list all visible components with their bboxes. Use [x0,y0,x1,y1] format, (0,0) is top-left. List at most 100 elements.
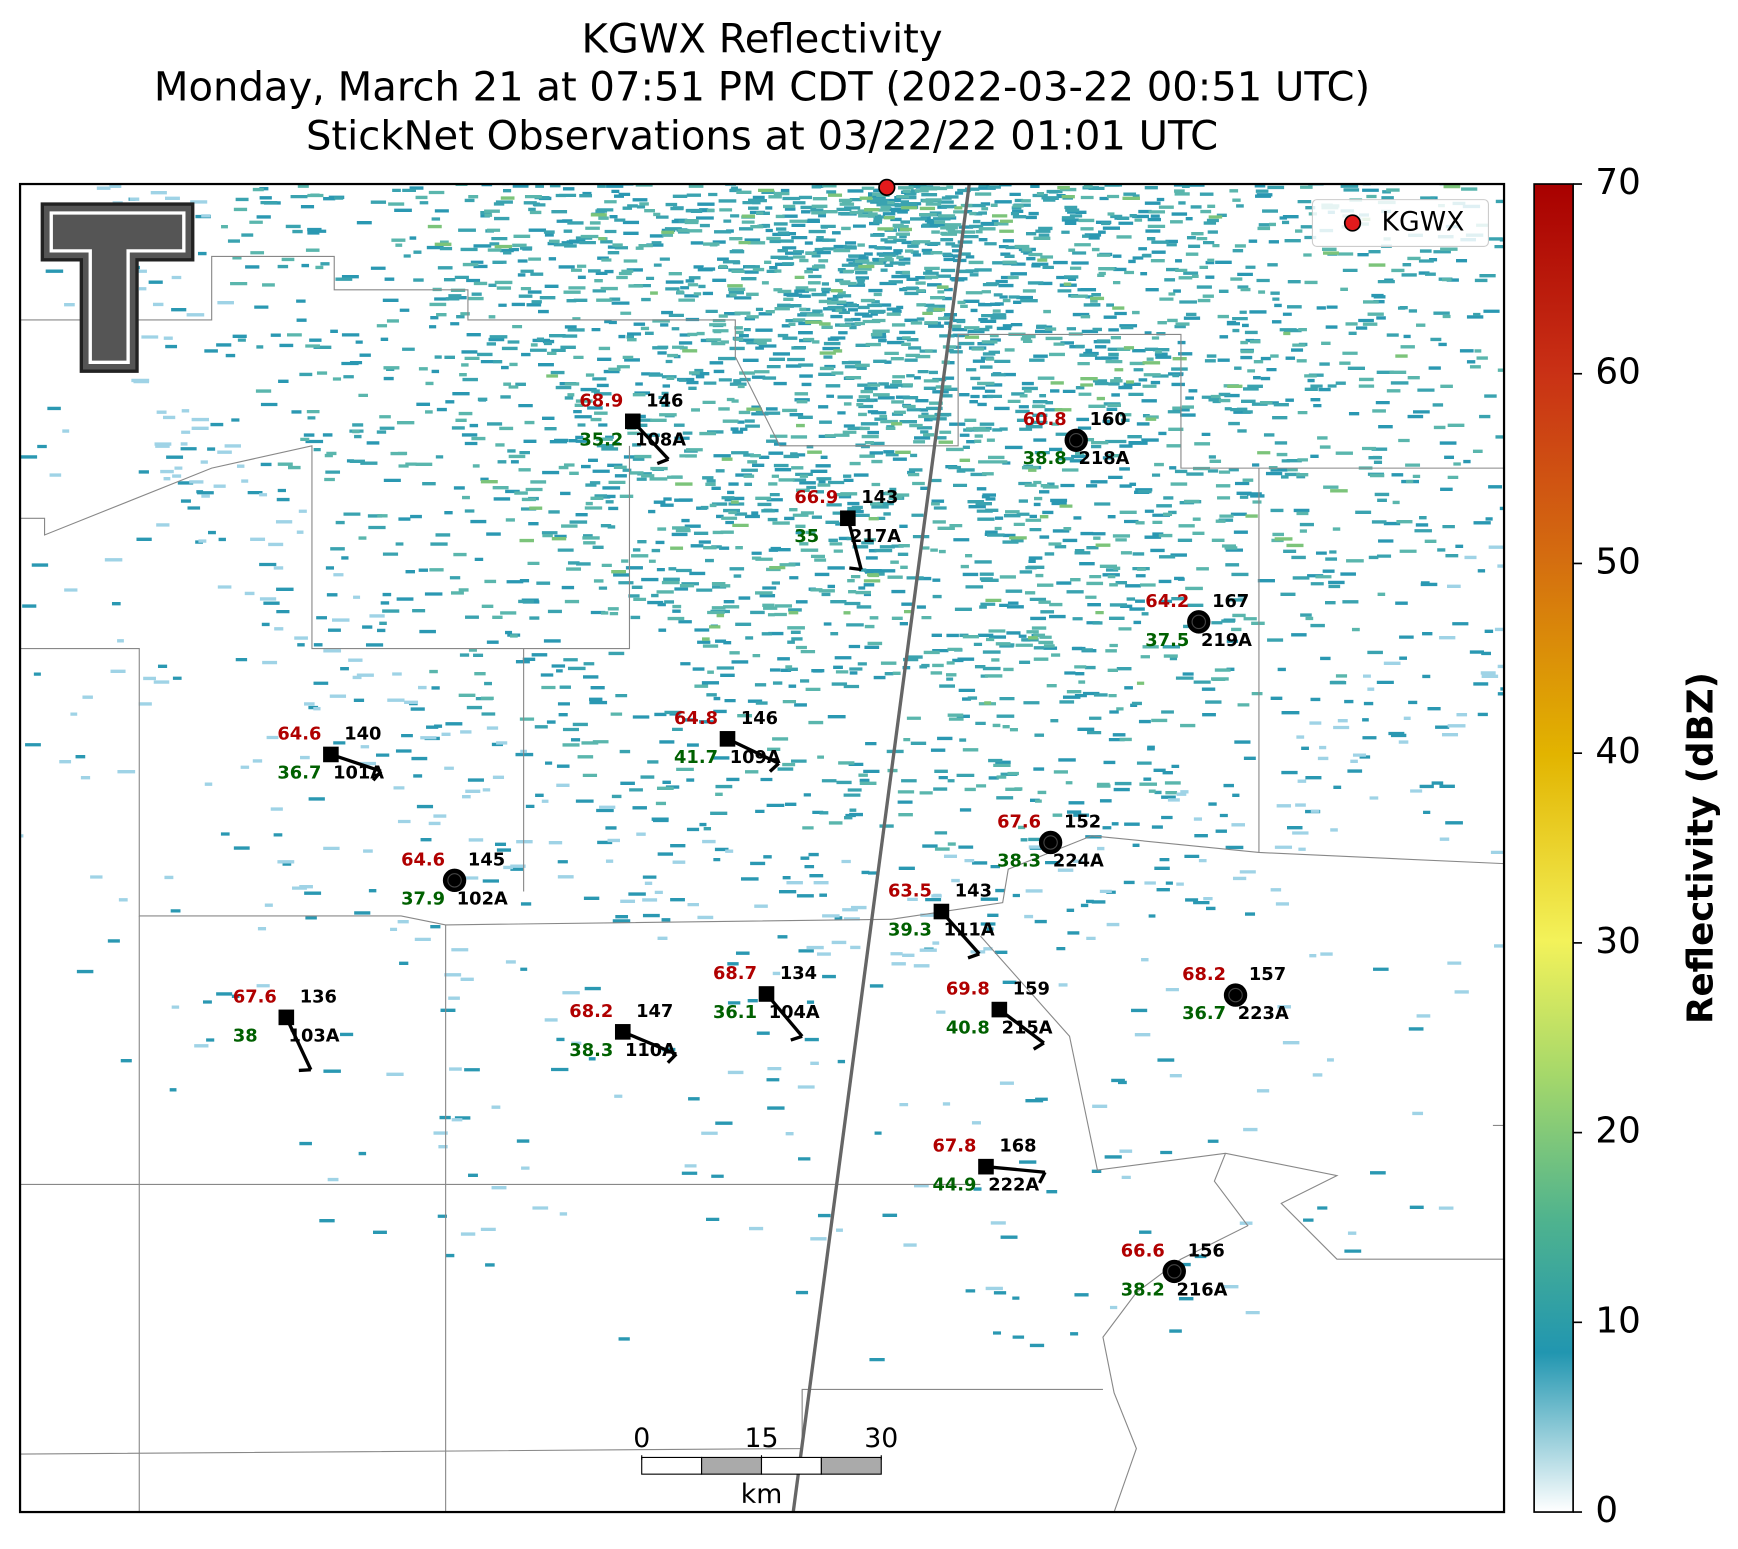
map-frame [18,182,1506,1514]
wind-barb [985,1165,1046,1174]
colorbar-tick-label: 40 [1595,731,1640,772]
dewpoint: 37.5 [1145,630,1189,651]
pressure: 146 [646,390,683,411]
station-id: 110A [625,1040,676,1061]
station-marker [991,1001,1008,1018]
boundary [20,648,1505,926]
temperature: 63.5 [888,880,932,901]
pressure: 140 [344,723,381,744]
temperature: 68.9 [579,390,623,411]
dewpoint: 39.3 [888,919,932,940]
station-id: 111A [944,919,995,940]
wind-barb [298,1068,311,1073]
wind-barb [1032,1041,1045,1051]
station-id: 103A [289,1025,340,1046]
pressure: 143 [861,487,898,508]
station-id: 215A [1002,1018,1053,1039]
radar-site [878,178,896,197]
logo-shape [49,211,186,364]
pressure: 134 [780,963,817,984]
radar-echo [427,184,1461,705]
station: 64.8 146 41.7 109A [674,708,781,773]
station-id: 222A [988,1175,1039,1196]
radar-echo [227,184,1505,842]
station: 68.7 134 36.1 104A [713,963,820,1042]
dewpoint: 38 [233,1025,258,1046]
pressure: 168 [999,1136,1036,1157]
temperature: 64.6 [401,849,445,870]
temperature: 66.6 [1121,1240,1165,1261]
station-marker [840,510,856,527]
wind-barb [849,566,862,572]
beam-line [791,184,971,1513]
station: 66.6 156 38.2 216A [1121,1240,1228,1300]
pressure: 159 [1013,979,1050,1000]
station-ring [1167,1264,1182,1279]
station: 67.8 168 44.9 222A [933,1136,1047,1196]
station-id: 223A [1238,1003,1289,1024]
colorbar-tick-label: 70 [1595,162,1640,203]
wind-barb [768,762,780,773]
station-marker [758,986,775,1002]
pressure: 152 [1064,811,1101,832]
station-marker [933,903,950,920]
station-ring [1228,987,1243,1003]
boundary [979,935,1505,1260]
dewpoint: 40.8 [946,1018,990,1039]
scale-unit: km [741,1479,783,1510]
station: 66.9 143 35 217A [794,487,901,572]
station-marker [1223,983,1248,1007]
station-id: 219A [1201,630,1252,651]
dewpoint: 36.7 [1182,1003,1226,1024]
pressure: 146 [741,708,778,729]
station-marker [719,731,736,747]
temperature: 68.2 [569,1001,613,1022]
station-marker [625,413,641,430]
temperature: 66.9 [794,487,838,508]
wind-barb [371,770,383,782]
dewpoint: 35.2 [579,429,623,450]
temperature: 68.2 [1182,964,1226,985]
temperature: 67.6 [233,986,277,1007]
colorbar-ticks: 0 10 20 30 40 50 60 70 [1573,162,1641,1531]
temperature: 60.8 [1023,409,1067,430]
dewpoint: 41.7 [674,747,718,768]
temperature: 67.8 [933,1136,977,1157]
station: 68.2 157 36.7 223A [1182,964,1289,1024]
pressure: 160 [1090,409,1127,430]
station: 67.6 152 38.3 224A [997,811,1104,871]
station-marker [1064,428,1088,452]
station: 67.6 136 38 103A [233,986,340,1073]
legend-box [1311,199,1489,247]
colorbar-tick-label: 50 [1595,541,1640,582]
dewpoint: 38.3 [569,1040,613,1061]
scale-segment [641,1456,703,1475]
temperature: 64.2 [1145,591,1189,612]
station-marker [978,1158,994,1175]
station-id: 217A [850,526,901,547]
dewpoint: 35 [794,526,819,547]
station-marker [1038,830,1063,855]
dewpoint: 38.8 [1023,448,1067,469]
station: 64.6 140 36.7 101A [277,723,384,783]
station-marker [442,868,467,893]
station: 68.9 146 35.2 108A [579,390,686,466]
boundary [20,445,631,650]
boundary [20,1388,1103,1455]
pressure: 136 [300,986,337,1007]
title-line: Monday, March 21 at 07:51 PM CDT (2022-0… [154,64,1370,110]
title-line: StickNet Observations at 03/22/22 01:01 … [306,113,1218,159]
wind-barb [846,517,863,570]
pressure: 156 [1188,1240,1225,1261]
pressure: 143 [955,880,992,901]
wind-barb [330,752,382,773]
station-ring [1043,835,1058,850]
station: 64.2 167 37.5 219A [1145,591,1252,651]
title-line: KGWX Reflectivity [581,16,942,62]
station-id: 102A [457,888,508,909]
scale-label: 30 [864,1423,898,1454]
station-ring [1068,433,1084,448]
station-ring [1191,614,1207,630]
station-marker [278,1009,295,1026]
